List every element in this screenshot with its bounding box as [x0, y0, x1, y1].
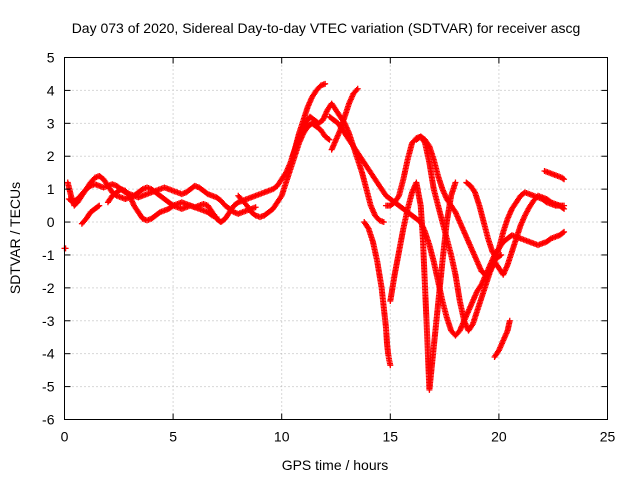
x-tick-label: 10	[274, 429, 290, 445]
scatter-series	[387, 179, 459, 393]
data-point-marker	[322, 80, 329, 87]
scatter-series	[61, 245, 69, 252]
y-tick-label: -3	[42, 313, 55, 329]
x-tick-label: 20	[491, 429, 507, 445]
data-point-marker	[326, 136, 333, 143]
x-axis-label: GPS time / hours	[282, 457, 389, 473]
data-point-marker	[561, 205, 568, 212]
data-point-marker	[559, 175, 566, 182]
data-point-marker	[95, 203, 102, 210]
y-tick-label: -5	[42, 379, 55, 395]
y-tick-label: -4	[42, 346, 55, 362]
plot-frame	[64, 57, 608, 420]
data-point-marker	[506, 317, 513, 324]
data-point-marker	[421, 138, 428, 145]
x-tick-labels: 0 5 10 15 20 25	[61, 429, 616, 445]
data-point-marker	[252, 204, 259, 211]
data-point-marker	[62, 245, 69, 252]
y-tick-label: 2	[47, 148, 55, 164]
data-point-marker	[96, 202, 103, 209]
y-tick-label: -2	[42, 280, 55, 296]
data-point-marker	[325, 135, 332, 142]
data-points	[61, 80, 568, 393]
data-point-marker	[559, 229, 566, 236]
y-axis-label: SDTVAR / TECUs	[7, 182, 23, 294]
x-tick-label: 25	[600, 429, 616, 445]
y-tick-label: 5	[47, 50, 55, 66]
data-point-marker	[353, 86, 360, 93]
data-point-marker	[496, 252, 503, 259]
data-point-marker	[387, 362, 394, 369]
scatter-series	[413, 133, 568, 334]
data-point-marker	[561, 228, 568, 235]
x-tick-label: 0	[61, 429, 69, 445]
y-tick-label: 0	[47, 214, 55, 230]
data-point-marker	[395, 194, 402, 201]
y-tick-labels: -6 -5 -4 -3 -2 -1 0 1 2 3 4 5	[42, 50, 55, 428]
scatter-series	[463, 179, 505, 262]
data-point-marker	[498, 251, 505, 258]
x-tick-label: 5	[169, 429, 177, 445]
data-point-marker	[559, 205, 566, 212]
scatter-series	[491, 317, 513, 360]
y-tick-label: -1	[42, 247, 55, 263]
scatter-series	[235, 120, 333, 221]
scatter-series	[78, 202, 103, 227]
chart-title: Day 073 of 2020, Sidereal Day-to-day VTE…	[72, 20, 581, 36]
axis-ticks	[64, 57, 608, 420]
scatter-series	[541, 168, 568, 183]
data-point-marker	[561, 176, 568, 183]
data-point-marker	[354, 85, 361, 92]
y-tick-label: 1	[47, 181, 55, 197]
y-tick-label: 3	[47, 115, 55, 131]
y-tick-label: -6	[42, 412, 55, 428]
data-point-marker	[380, 219, 387, 226]
y-tick-label: 4	[47, 82, 55, 98]
x-tick-label: 15	[383, 429, 399, 445]
scatter-series	[361, 219, 394, 369]
data-point-marker	[452, 179, 459, 186]
